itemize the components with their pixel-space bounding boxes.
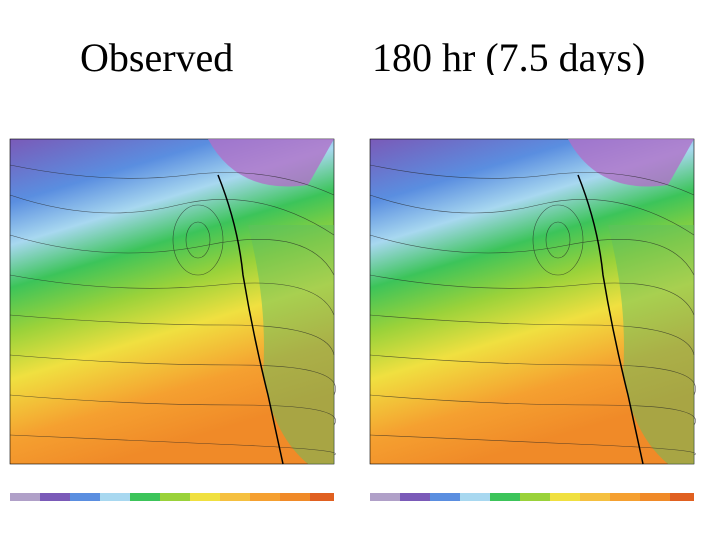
observed-map [8,75,337,502]
panel-title: Observed [80,35,234,80]
panel-title: 180 hr (7.5 days) [372,35,646,80]
forecast-map [368,75,697,502]
